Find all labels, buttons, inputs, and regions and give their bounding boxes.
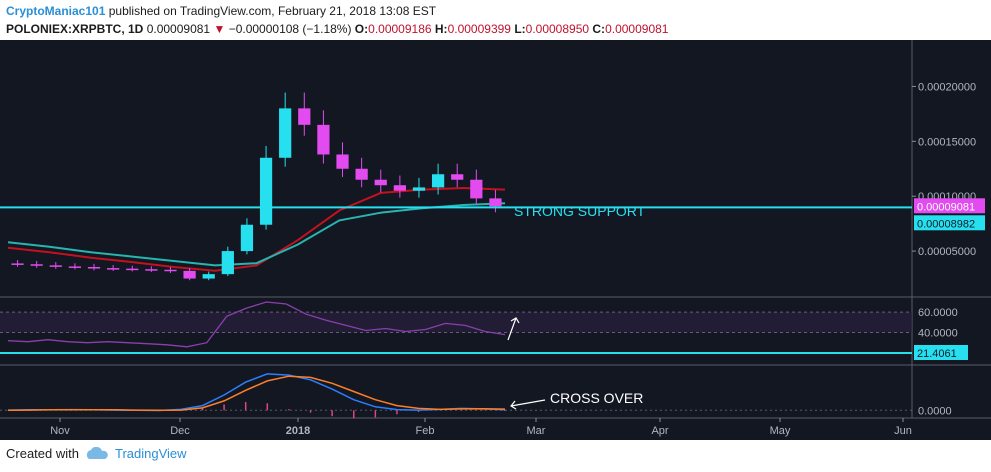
rsi-level-tag-label: 21.4061 xyxy=(917,348,957,360)
rsi-level-tag xyxy=(914,345,968,360)
down-arrow-icon: ▼ xyxy=(213,22,226,36)
candle-body xyxy=(412,187,426,191)
candle-body xyxy=(259,157,273,225)
chart-canvas[interactable]: 0.000200000.000150000.000100000.00005000… xyxy=(0,40,991,440)
candle-body xyxy=(11,263,24,265)
cross-over-arrow-icon xyxy=(510,399,546,410)
candle-body xyxy=(49,265,62,267)
candle-body xyxy=(374,179,387,186)
last-price: 0.00009081 xyxy=(146,22,211,36)
candle-body xyxy=(317,124,330,155)
open-value: 0.00009186 xyxy=(368,22,432,36)
candle-body xyxy=(336,154,349,169)
candle-body xyxy=(221,251,234,275)
rsi-up-arrow-icon xyxy=(507,317,520,341)
high-value: 0.00009399 xyxy=(447,22,511,36)
strong-support-label: STRONG SUPPORT xyxy=(514,203,646,219)
candle-body xyxy=(355,168,368,180)
macd-tick-label: 0.0000 xyxy=(918,405,952,417)
tradingview-brand-link[interactable]: TradingView xyxy=(114,446,187,461)
time-tick-label: 2018 xyxy=(286,425,310,437)
symbol-line: POLONIEX:XRPBTC, 1D 0.00009081 ▼ −0.0000… xyxy=(6,22,668,36)
candle-body xyxy=(470,179,483,199)
created-with-label: Created with xyxy=(6,446,79,461)
close-label: C: xyxy=(592,22,606,36)
time-tick-label: Feb xyxy=(416,425,435,437)
candle-body xyxy=(183,270,196,279)
open-label: O: xyxy=(354,22,369,36)
support-price-tag-label: 0.00008982 xyxy=(917,218,975,230)
candle-body xyxy=(202,274,215,279)
time-tick-label: Nov xyxy=(50,425,70,437)
price-tick-label: 0.00020000 xyxy=(918,81,976,93)
candle-body xyxy=(126,268,139,271)
candle-body xyxy=(164,269,177,272)
support-price-tag xyxy=(914,215,985,231)
rsi-tick-label: 40.0000 xyxy=(918,328,958,340)
time-tick-label: Dec xyxy=(170,425,190,437)
chart-background xyxy=(0,40,991,440)
footer: Created with TradingView xyxy=(6,446,187,461)
price-change: −0.00000108 (−1.18%) xyxy=(228,22,352,36)
candle-body xyxy=(431,174,445,188)
publish-line: CryptoManiac101 published on TradingView… xyxy=(6,4,436,18)
high-label: H: xyxy=(434,22,448,36)
macd-series-line xyxy=(7,375,506,412)
low-label: L: xyxy=(514,22,526,36)
low-value: 0.00008950 xyxy=(525,22,590,36)
chart-layer: 0.000200000.000150000.000100000.00005000… xyxy=(0,40,991,437)
price-tick-label: 0.00005000 xyxy=(918,246,976,258)
tradingview-cloud-icon xyxy=(86,446,108,459)
candle-body xyxy=(393,185,406,191)
candle-body xyxy=(489,198,502,207)
candle-body xyxy=(68,266,82,268)
rsi-line xyxy=(7,301,506,348)
candle-body xyxy=(30,264,43,266)
time-tick-label: Mar xyxy=(527,425,546,437)
candle-body xyxy=(451,174,464,180)
rsi-tick-label: 60.0000 xyxy=(918,307,958,319)
candle-body xyxy=(107,268,120,270)
time-tick-label: Apr xyxy=(651,425,668,437)
time-tick-label: May xyxy=(770,425,791,437)
time-tick-label: Jun xyxy=(894,425,912,437)
rsi-band xyxy=(0,312,912,333)
symbol-label: POLONIEX:XRPBTC, 1D xyxy=(6,22,144,36)
candle-body xyxy=(240,224,254,252)
last-price-tag xyxy=(914,198,985,214)
candle-body xyxy=(145,269,158,271)
candle-body xyxy=(298,108,311,125)
close-value: 0.00009081 xyxy=(605,22,669,36)
candle-body xyxy=(87,267,101,269)
candle-body xyxy=(279,108,292,158)
publish-info: published on TradingView.com, February 2… xyxy=(108,4,437,18)
cross-over-label: CROSS OVER xyxy=(550,390,643,406)
last-price-tag-label: 0.00009081 xyxy=(917,201,975,213)
author-link[interactable]: CryptoManiac101 xyxy=(6,4,106,18)
price-tick-label: 0.00015000 xyxy=(918,136,976,148)
